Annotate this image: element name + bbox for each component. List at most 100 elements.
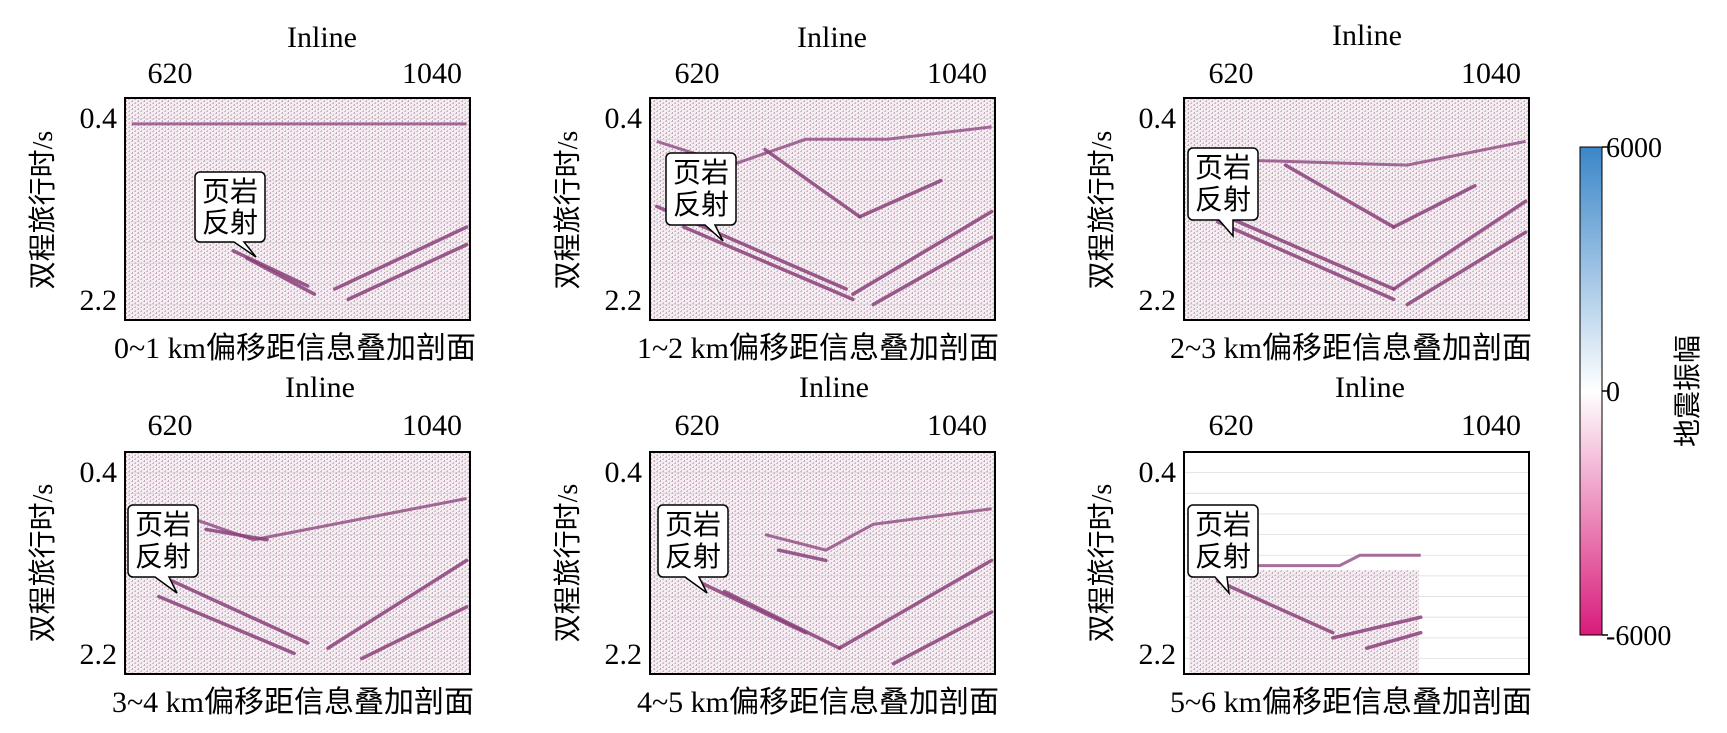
panel-ytick: 2.2	[605, 284, 643, 317]
panel-reflectors	[1216, 553, 1423, 650]
panel-title: 3~4 km偏移距信息叠加剖面	[112, 686, 474, 719]
colorbar-tick-label: 6000	[1606, 133, 1662, 164]
top-boundary-trace	[764, 507, 992, 552]
colorbar-tick-label: -6000	[1606, 621, 1671, 652]
reflector-trace	[857, 178, 943, 219]
shale-reflection-callout: 页岩 反射	[127, 504, 199, 594]
reflector-trace	[1405, 230, 1528, 307]
panel-gridlines	[125, 118, 470, 305]
reflector-trace	[776, 548, 828, 563]
chart-panel-4-5km: Inline 620 1040 0.4 2.2 双程旅行时/s 4~5 km偏移…	[552, 371, 999, 719]
panel-ytick: 2.2	[80, 284, 118, 317]
callout-line2: 反射	[135, 541, 191, 573]
panel-ytick: 2.2	[80, 638, 118, 671]
panel-ylabel: 双程旅行时/s	[552, 484, 584, 643]
panel-frame	[124, 97, 471, 321]
panel-ytick: 2.2	[1139, 284, 1177, 317]
reflector-trace	[1216, 220, 1396, 302]
panel-title: 4~5 km偏移距信息叠加剖面	[637, 686, 999, 719]
panel-title: 0~1 km偏移距信息叠加剖面	[114, 332, 476, 365]
panel-xlabel: Inline	[797, 21, 867, 54]
panel-reflectors	[157, 496, 469, 661]
panel-ylabel: 双程旅行时/s	[1086, 131, 1118, 290]
reflector-trace	[1364, 630, 1423, 650]
callout-line2: 反射	[665, 541, 721, 573]
panel-xtick: 1040	[927, 409, 987, 442]
panel-ylabel: 双程旅行时/s	[1086, 484, 1118, 643]
panel-ytick: 2.2	[1139, 638, 1177, 671]
reflector-trace	[871, 235, 994, 307]
callout-box	[1187, 504, 1259, 596]
panel-xlabel: Inline	[799, 371, 869, 404]
chart-panel-3-4km: Inline 620 1040 0.4 2.2 双程旅行时/s 3~4 km偏移…	[27, 371, 474, 719]
callout-line1: 页岩	[673, 157, 729, 189]
panel-xlabel: Inline	[285, 371, 355, 404]
panel-xtick: 1040	[402, 57, 462, 90]
callout-box	[194, 171, 266, 258]
callout-line1: 页岩	[1195, 152, 1251, 184]
reflector-trace	[1331, 615, 1423, 640]
callout-line2: 反射	[1195, 541, 1251, 573]
panel-frame	[1183, 97, 1530, 321]
panel-ytick: 0.4	[605, 102, 643, 135]
panel-reflectors	[131, 122, 469, 302]
callout-box	[1187, 147, 1259, 238]
reflector-trace	[891, 610, 994, 666]
callout-box	[657, 504, 729, 594]
panel-xtick: 620	[675, 409, 720, 442]
panel-frame	[649, 451, 996, 675]
reflector-trace	[170, 579, 310, 645]
panel-xlabel: Inline	[1332, 19, 1402, 52]
panel-title: 2~3 km偏移距信息叠加剖面	[1170, 332, 1532, 365]
callout-line1: 页岩	[202, 176, 258, 208]
panel-xtick: 620	[148, 57, 193, 90]
colorbar-tick-label: 0	[1606, 377, 1620, 408]
panel-ylabel: 双程旅行时/s	[27, 131, 59, 290]
shale-reflection-callout: 页岩 反射	[665, 152, 737, 242]
panel-reflectors	[695, 507, 994, 666]
callout-box	[127, 504, 199, 594]
panel-xtick: 1040	[1461, 409, 1521, 442]
shale-reflection-callout: 页岩 反射	[1187, 504, 1259, 596]
reflector-trace	[231, 249, 310, 288]
reflector-trace	[851, 209, 994, 296]
panel-xlabel: Inline	[1335, 371, 1405, 404]
chart-panel-5-6km: Inline 620 1040 0.4 2.2 双程旅行时/s 5~6 km偏移…	[1086, 371, 1532, 719]
reflector-trace	[722, 589, 842, 650]
panel-title: 1~2 km偏移距信息叠加剖面	[637, 332, 999, 365]
panel-xtick: 1040	[402, 409, 462, 442]
panel-ytick: 0.4	[80, 456, 118, 489]
reflector-trace	[682, 225, 855, 302]
colorbar-gradient	[1579, 146, 1603, 636]
shale-reflection-callout: 页岩 反射	[1187, 147, 1259, 238]
panel-title: 5~6 km偏移距信息叠加剖面	[1170, 686, 1532, 719]
panel-ytick: 0.4	[1139, 456, 1177, 489]
colorbar: 6000 0 -6000 地震振幅	[1579, 133, 1704, 652]
callout-line1: 页岩	[665, 509, 721, 541]
panel-frame	[124, 451, 471, 675]
reflector-trace	[1391, 184, 1477, 229]
panel-ytick: 0.4	[80, 102, 118, 135]
panel-gridlines	[1184, 472, 1529, 659]
panel-ytick: 0.4	[1139, 102, 1177, 135]
reflector-trace	[763, 147, 862, 219]
reflector-trace	[1216, 579, 1335, 635]
reflector-trace	[837, 558, 994, 650]
top-boundary-trace	[1238, 553, 1421, 568]
chart-panel-1-2km: Inline 620 1040 0.4 2.2 双程旅行时/s 1~2 km偏移…	[552, 21, 999, 365]
reflector-trace	[157, 594, 296, 656]
reflector-trace	[204, 527, 269, 542]
callout-line2: 反射	[202, 207, 258, 239]
callout-line1: 页岩	[135, 509, 191, 541]
panel-ylabel: 双程旅行时/s	[27, 484, 59, 643]
callout-line2: 反射	[673, 189, 729, 221]
panel-frame	[649, 97, 996, 321]
colorbar-label: 地震振幅	[1672, 335, 1704, 447]
panel-xtick: 620	[148, 409, 193, 442]
top-boundary-trace	[178, 496, 467, 542]
panel-xtick: 620	[1209, 409, 1254, 442]
callout-line2: 反射	[1195, 184, 1251, 216]
panel-xlabel: Inline	[287, 21, 357, 54]
panel-xtick: 1040	[1461, 57, 1521, 90]
